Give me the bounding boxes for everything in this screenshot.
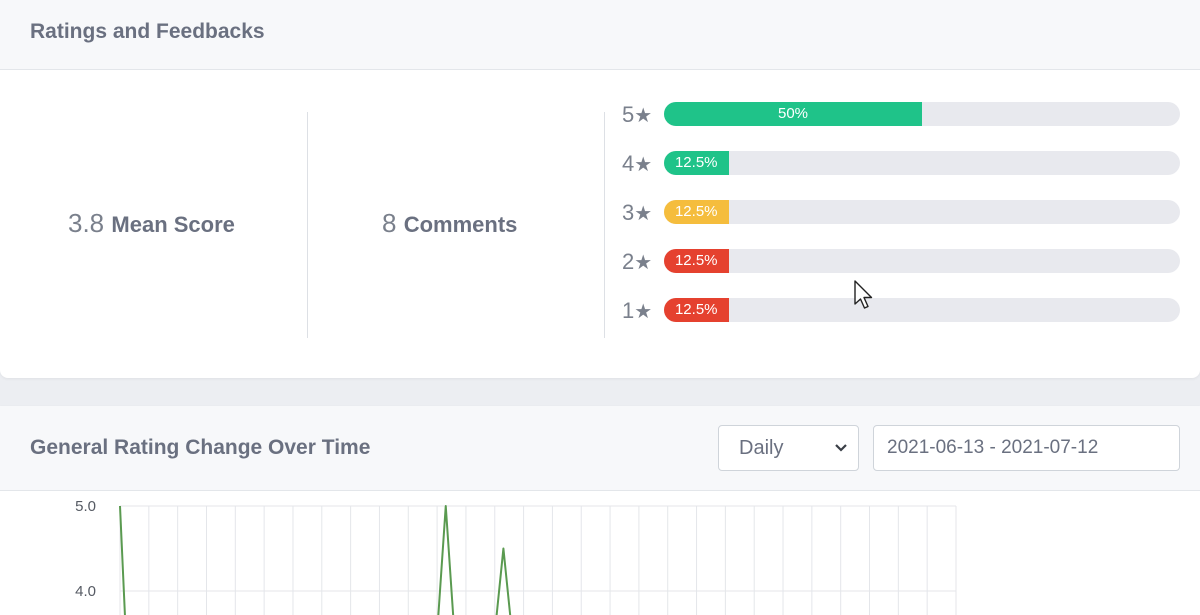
rating-bar-track: 12.5% (664, 249, 1180, 273)
mouse-cursor-icon (854, 280, 873, 309)
star-icon: ★ (634, 203, 653, 225)
rating-row-label: 1★ (622, 298, 653, 323)
star-icon: ★ (634, 154, 653, 176)
rating-trend-chart: 5.0 4.0 (0, 491, 1200, 615)
chevron-down-icon (835, 444, 847, 452)
mean-score: 3.8 Mean Score (68, 208, 235, 239)
rating-bar-track: 12.5% (664, 298, 1180, 322)
rating-bar-fill: 12.5% (664, 200, 729, 224)
rating-trend-card: General Rating Change Over Time Daily 20… (0, 406, 1200, 615)
rating-trend-card-title: General Rating Change Over Time (30, 436, 371, 459)
mean-score-value: 3.8 (68, 208, 105, 238)
rating-trend-card-header: General Rating Change Over Time Daily 20… (0, 406, 1200, 491)
star-icon: ★ (634, 301, 653, 323)
rating-bar-fill: 50% (664, 102, 922, 126)
rating-bar-fill: 12.5% (664, 249, 729, 273)
comments-count: 8 Comments (382, 208, 517, 239)
divider (604, 112, 605, 338)
period-select[interactable]: Daily (718, 425, 859, 471)
mean-score-label: Mean Score (111, 212, 235, 237)
ratings-card-header: Ratings and Feedbacks (0, 0, 1200, 70)
rating-row-label: 5★ (622, 102, 653, 127)
rating-trend-chart-svg: 5.0 4.0 (75, 498, 957, 615)
rating-row-5-stars: 5★ 50% (620, 102, 1180, 128)
ratings-card: Ratings and Feedbacks 3.8 Mean Score 8 C… (0, 0, 1200, 378)
rating-row-label: 2★ (622, 249, 653, 274)
date-range-input[interactable]: 2021-06-13 - 2021-07-12 (873, 425, 1180, 471)
rating-row-1-star: 1★ 12.5% (620, 298, 1180, 324)
star-icon: ★ (634, 105, 653, 127)
rating-bar-fill: 12.5% (664, 298, 729, 322)
y-tick-label: 5.0 (75, 498, 96, 515)
rating-row-3-stars: 3★ 12.5% (620, 200, 1180, 226)
star-icon: ★ (634, 252, 653, 274)
divider (307, 112, 308, 338)
rating-series-line (119, 505, 512, 615)
rating-bar-fill: 12.5% (664, 151, 729, 175)
ratings-card-title: Ratings and Feedbacks (30, 20, 265, 43)
comments-label: Comments (403, 212, 518, 237)
rating-row-label: 3★ (622, 200, 653, 225)
rating-bar-track: 12.5% (664, 200, 1180, 224)
period-select-value: Daily (739, 437, 784, 459)
rating-row-label: 4★ (622, 151, 653, 176)
rating-row-2-stars: 2★ 12.5% (620, 249, 1180, 275)
rating-bar-track: 12.5% (664, 151, 1180, 175)
rating-row-4-stars: 4★ 12.5% (620, 151, 1180, 177)
y-tick-label: 4.0 (75, 583, 96, 600)
rating-bar-track: 50% (664, 102, 1180, 126)
comments-value: 8 (382, 208, 397, 238)
